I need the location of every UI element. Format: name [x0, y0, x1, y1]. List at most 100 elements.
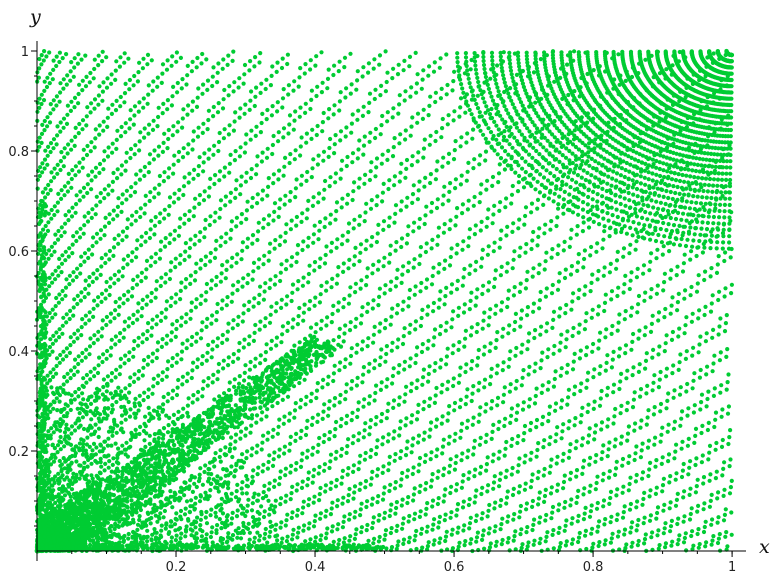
data-point	[136, 376, 141, 381]
data-point	[596, 268, 601, 274]
data-point	[248, 175, 254, 181]
data-point	[224, 231, 229, 236]
data-point	[188, 273, 193, 278]
data-point	[195, 365, 200, 370]
data-point	[645, 383, 650, 388]
data-point	[131, 277, 136, 282]
data-point	[622, 532, 627, 537]
data-point	[363, 450, 368, 456]
data-point	[419, 315, 424, 321]
data-point	[92, 57, 97, 62]
data-point	[504, 233, 509, 238]
data-point	[64, 277, 69, 282]
data-point	[691, 410, 697, 415]
data-point	[373, 174, 378, 179]
data-point	[660, 425, 665, 430]
data-point	[641, 496, 646, 502]
data-point	[187, 171, 192, 176]
data-point	[677, 360, 682, 365]
data-point	[180, 382, 185, 387]
data-point	[337, 537, 342, 543]
data-point	[92, 333, 97, 338]
data-point	[511, 257, 516, 262]
data-point	[512, 534, 517, 539]
data-point	[454, 482, 459, 487]
data-point	[577, 287, 582, 292]
data-point	[721, 518, 727, 523]
data-point	[88, 369, 93, 374]
data-point	[493, 524, 498, 529]
data-point	[648, 513, 654, 518]
data-point	[58, 129, 63, 134]
data-point	[153, 215, 158, 220]
data-point	[143, 202, 148, 207]
data-point	[59, 261, 65, 266]
data-point	[96, 102, 101, 107]
data-point	[373, 126, 378, 132]
data-point	[328, 175, 333, 180]
data-point	[175, 352, 180, 357]
data-point	[267, 213, 272, 218]
data-point	[373, 422, 378, 427]
data-point	[623, 343, 629, 348]
data-point	[456, 347, 461, 352]
data-point	[435, 159, 440, 164]
data-point	[438, 536, 443, 541]
data-point	[335, 527, 340, 532]
data-point	[553, 401, 559, 406]
data-point	[339, 242, 345, 247]
data-point	[580, 471, 585, 476]
data-point	[634, 275, 640, 280]
data-point	[179, 531, 184, 536]
data-point	[344, 421, 349, 426]
data-point	[267, 320, 273, 325]
data-point	[170, 54, 175, 59]
data-point	[298, 144, 303, 149]
data-point	[313, 295, 318, 300]
data-point	[240, 248, 245, 253]
data-point	[635, 543, 641, 548]
data-point	[363, 210, 368, 215]
data-point	[163, 236, 168, 241]
data-point	[453, 431, 458, 436]
data-point	[49, 426, 54, 431]
data-point	[72, 56, 77, 61]
data-point	[265, 466, 270, 471]
data-point	[72, 397, 77, 402]
data-point	[480, 511, 485, 516]
data-point	[334, 245, 339, 250]
data-point	[195, 55, 200, 61]
data-point	[546, 380, 551, 385]
data-point	[348, 353, 354, 359]
data-point	[716, 515, 721, 520]
data-point	[190, 99, 195, 104]
data-point	[46, 248, 52, 253]
data-point	[375, 267, 381, 272]
data-point	[196, 164, 201, 169]
data-point	[307, 497, 312, 502]
data-point	[558, 306, 563, 311]
data-point	[536, 271, 541, 276]
data-point	[147, 198, 152, 204]
data-point	[411, 465, 416, 470]
data-point	[611, 390, 616, 395]
data-point	[643, 366, 648, 371]
data-point	[215, 70, 220, 75]
data-point	[146, 131, 151, 136]
data-point	[86, 247, 91, 252]
data-point	[609, 365, 615, 370]
data-point	[50, 272, 55, 277]
data-point	[178, 536, 183, 541]
data-point	[184, 277, 189, 282]
data-point	[315, 381, 320, 386]
data-point	[582, 292, 587, 297]
data-point	[556, 206, 561, 211]
data-point	[389, 314, 394, 319]
data-point	[165, 367, 170, 372]
data-point	[158, 211, 163, 216]
data-point	[656, 546, 661, 551]
data-point	[184, 312, 189, 317]
data-point	[175, 385, 180, 390]
data-point	[358, 513, 363, 518]
